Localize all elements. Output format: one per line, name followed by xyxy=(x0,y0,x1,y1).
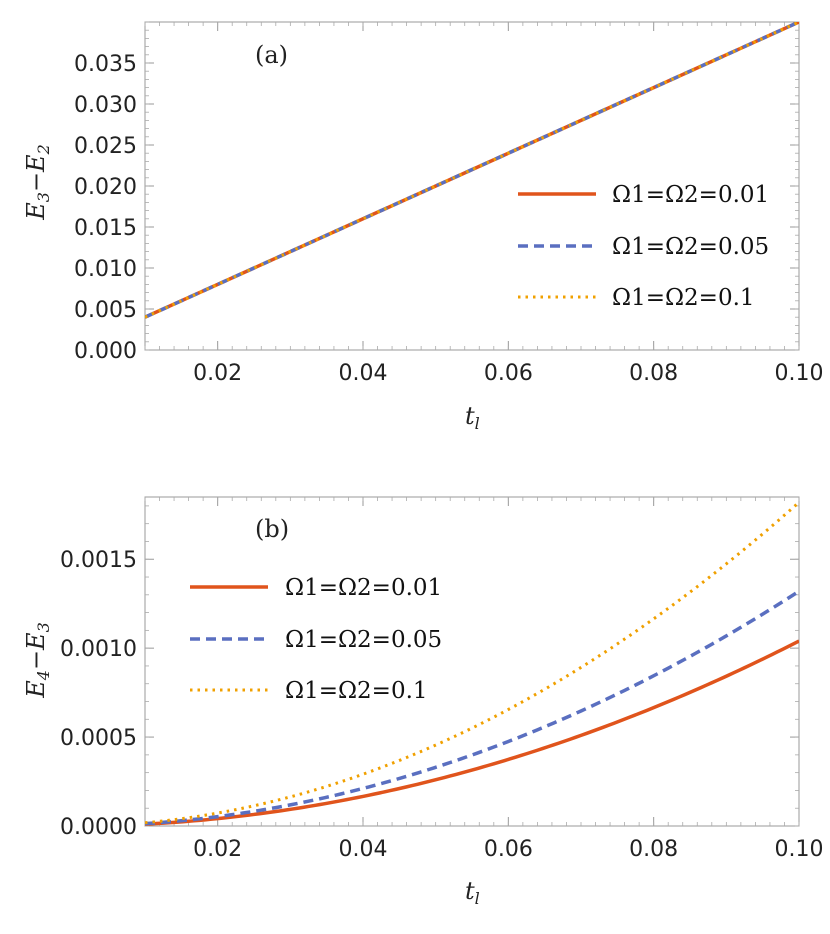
y-tick-label: 0.000 xyxy=(74,339,137,364)
x-tick-label: 0.08 xyxy=(629,361,678,386)
x-tick-label: 0.08 xyxy=(629,837,678,862)
series-line-2 xyxy=(145,22,799,319)
x-tick-label: 0.02 xyxy=(193,837,242,862)
x-tick-label: 0.10 xyxy=(775,837,824,862)
legend-a: Ω1=Ω2=0.01 Ω1=Ω2=0.05 Ω1=Ω2=0.1 xyxy=(518,182,769,311)
y-axis-label-b: E4−E3 xyxy=(22,622,53,699)
x-axis-label-a: tl xyxy=(465,402,480,433)
panel-b: 0.02 0.04 0.06 0.08 0.10 0.0000 0.0005 0.0010 0.… xyxy=(22,496,823,908)
legend-label-a-3: Ω1=Ω2=0.1 xyxy=(612,285,755,311)
y-axis-label-a: E3−E2 xyxy=(22,144,53,221)
series-line-3 xyxy=(145,501,799,825)
series-b xyxy=(145,501,799,826)
legend-label-b-2: Ω1=Ω2=0.05 xyxy=(285,627,442,653)
y-tick-label: 0.010 xyxy=(74,257,137,282)
y-tick-label: 0.035 xyxy=(74,52,137,77)
x-tick-label: 0.06 xyxy=(484,837,533,862)
y-tick-label: 0.0010 xyxy=(60,637,137,662)
series-line-2 xyxy=(145,589,799,826)
panel-label-b: (b) xyxy=(255,515,289,543)
legend-label-a-1: Ω1=Ω2=0.01 xyxy=(612,182,769,208)
panel-a: 0.02 0.04 0.06 0.08 0.10 0.000 0.005 0.010 0.015… xyxy=(22,21,824,433)
x-tick-label: 0.04 xyxy=(339,361,388,386)
x-tick-label: 0.02 xyxy=(193,361,242,386)
legend-label-b-3: Ω1=Ω2=0.1 xyxy=(285,678,428,704)
x-tick-label: 0.04 xyxy=(339,837,388,862)
y-tick-label: 0.025 xyxy=(74,134,137,159)
y-tick-label: 0.020 xyxy=(74,175,137,200)
legend-label-b-1: Ω1=Ω2=0.01 xyxy=(285,575,442,601)
plot-frame-b xyxy=(144,496,800,827)
y-tick-label: 0.030 xyxy=(74,93,137,118)
y-tick-label: 0.015 xyxy=(74,216,137,241)
ticks-a: 0.02 0.04 0.06 0.08 0.10 0.000 0.005 0.010 0.015… xyxy=(74,21,824,386)
legend-label-a-2: Ω1=Ω2=0.05 xyxy=(612,234,769,260)
y-tick-label: 0.0000 xyxy=(60,815,137,840)
y-tick-label: 0.0005 xyxy=(60,726,137,751)
y-tick-label: 0.005 xyxy=(74,298,137,323)
x-axis-label-b: tl xyxy=(465,877,480,908)
x-tick-label: 0.10 xyxy=(775,361,824,386)
x-tick-label: 0.06 xyxy=(484,361,533,386)
panel-label-a: (a) xyxy=(255,41,288,69)
series-line-1 xyxy=(145,639,799,826)
series-a xyxy=(145,22,799,319)
y-tick-label: 0.0015 xyxy=(60,548,137,573)
ticks-b: 0.02 0.04 0.06 0.08 0.10 0.0000 0.0005 0.0010 0.… xyxy=(60,497,823,862)
legend-b: Ω1=Ω2=0.01 Ω1=Ω2=0.05 Ω1=Ω2=0.1 xyxy=(190,575,442,704)
